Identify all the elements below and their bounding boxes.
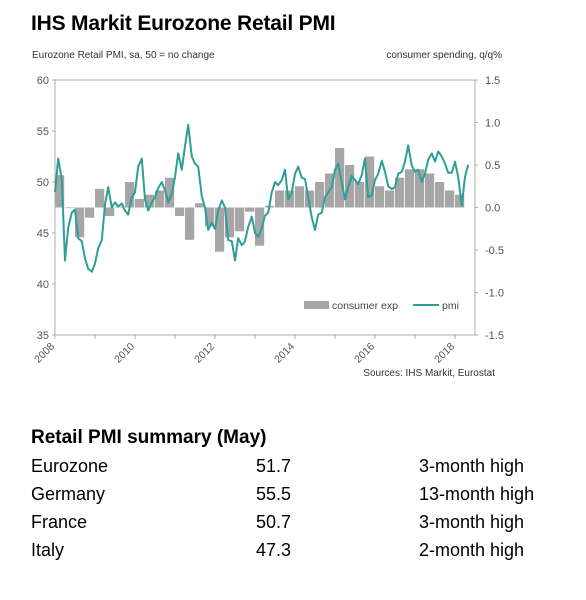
y-left-tick-label: 40 xyxy=(37,279,49,291)
consumer-exp-bar xyxy=(435,182,445,208)
consumer-exp-bar xyxy=(95,188,105,208)
consumer-exp-bar xyxy=(275,190,285,208)
summary-row-germany: Germany 55.5 13-month high xyxy=(31,484,571,512)
consumer-exp-bar xyxy=(255,207,265,246)
y-right-tick-label: 1.0 xyxy=(485,118,500,130)
consumer-exp-bar xyxy=(145,194,155,208)
y-right-tick-label: 1.5 xyxy=(485,75,500,87)
summary-row-france: France 50.7 3-month high xyxy=(31,512,571,540)
summary-region: Eurozone xyxy=(31,456,109,476)
summary-row-eurozone: Eurozone 51.7 3-month high xyxy=(31,456,571,484)
summary-value: 55.5 xyxy=(256,484,292,504)
y-left-tick-label: 50 xyxy=(37,177,49,189)
summary-value: 51.7 xyxy=(256,456,292,476)
chart-sources: Sources: IHS Markit, Eurostat xyxy=(363,368,495,379)
summary-note: 13-month high xyxy=(419,484,535,504)
consumer-exp-bar xyxy=(375,186,385,208)
y-right-tick-label: 0.5 xyxy=(485,160,500,172)
consumer-exp-bar xyxy=(355,182,365,208)
consumer-exp-bar xyxy=(245,207,255,212)
consumer-exp-bar xyxy=(285,190,295,208)
consumer-exp-bar xyxy=(405,169,415,208)
consumer-exp-bar xyxy=(415,169,425,208)
summary-value: 47.3 xyxy=(256,540,292,560)
y-right-tick-label: -0.5 xyxy=(485,245,504,257)
legend-bar-swatch xyxy=(304,301,329,309)
y-left-tick-label: 55 xyxy=(37,126,49,138)
chart-subtitle-left: Eurozone Retail PMI, sa, 50 = no change xyxy=(32,50,215,61)
consumer-exp-bar xyxy=(205,207,215,227)
chart-title: IHS Markit Eurozone Retail PMI xyxy=(31,12,336,35)
consumer-exp-bar xyxy=(165,177,175,208)
consumer-exp-bar xyxy=(225,207,235,238)
summary-note: 3-month high xyxy=(419,512,525,532)
y-right-tick-label: -1.0 xyxy=(485,288,504,300)
summary-row-italy: Italy 47.3 2-month high xyxy=(31,540,571,568)
consumer-exp-bar xyxy=(345,165,355,208)
chart-subtitle-right: consumer spending, q/q% xyxy=(386,50,502,61)
consumer-exp-bar xyxy=(315,182,325,208)
consumer-exp-bar xyxy=(185,207,195,240)
consumer-exp-bar xyxy=(385,190,395,208)
summary-title: Retail PMI summary (May) xyxy=(31,427,267,448)
summary-region: Germany xyxy=(31,484,106,504)
x-tick-label: 2014 xyxy=(272,341,297,366)
consumer-exp-bar xyxy=(395,177,405,208)
consumer-exp-bar xyxy=(125,182,135,208)
consumer-exp-bar xyxy=(135,199,145,208)
x-tick-label: 2010 xyxy=(112,341,137,366)
y-left-tick-label: 35 xyxy=(37,330,49,342)
legend-bar-label: consumer exp xyxy=(332,300,398,312)
x-tick-label: 2012 xyxy=(192,341,217,366)
consumer-exp-bar xyxy=(235,207,245,232)
consumer-exp-bar xyxy=(105,207,115,216)
retail-pmi-chart: 35 40 45 50 55 60 -1.5 -1.0 -0.5 0.0 0.5 1.0 1.5 2008… xyxy=(32,75,504,366)
x-tick-label: 2008 xyxy=(32,341,57,366)
consumer-exp-bar xyxy=(195,203,205,208)
consumer-exp-bar xyxy=(335,148,345,208)
consumer-exp-bar xyxy=(155,190,165,208)
consumer-exp-bar xyxy=(115,206,125,208)
consumer-exp-bar xyxy=(305,190,315,208)
summary-note: 3-month high xyxy=(419,456,525,476)
y-right-tick-label: 0.0 xyxy=(485,203,500,215)
summary-value: 50.7 xyxy=(256,512,292,532)
consumer-exp-bar xyxy=(295,186,305,208)
consumer-exp-bar xyxy=(365,156,375,208)
consumer-exp-bar xyxy=(85,207,95,218)
consumer-exp-bar xyxy=(55,175,65,208)
legend-line-label: pmi xyxy=(442,300,459,312)
consumer-exp-bar xyxy=(75,207,85,238)
summary-note: 2-month high xyxy=(419,540,525,560)
y-left-tick-label: 60 xyxy=(37,75,49,87)
x-tick-label: 2018 xyxy=(432,341,457,366)
y-left-tick-label: 45 xyxy=(37,228,49,240)
consumer-exp-bar xyxy=(65,207,75,208)
y-right-tick-label: -1.5 xyxy=(485,330,504,342)
consumer-exp-bar xyxy=(175,207,185,216)
consumer-exp-bar xyxy=(455,194,465,208)
consumer-exp-bar xyxy=(445,190,455,208)
x-tick-label: 2016 xyxy=(352,341,377,366)
consumer-exp-bar xyxy=(215,207,225,252)
summary-region: France xyxy=(31,512,88,532)
pmi-line xyxy=(54,123,470,273)
consumer-exp-bar xyxy=(425,173,435,208)
summary-region: Italy xyxy=(31,540,65,560)
